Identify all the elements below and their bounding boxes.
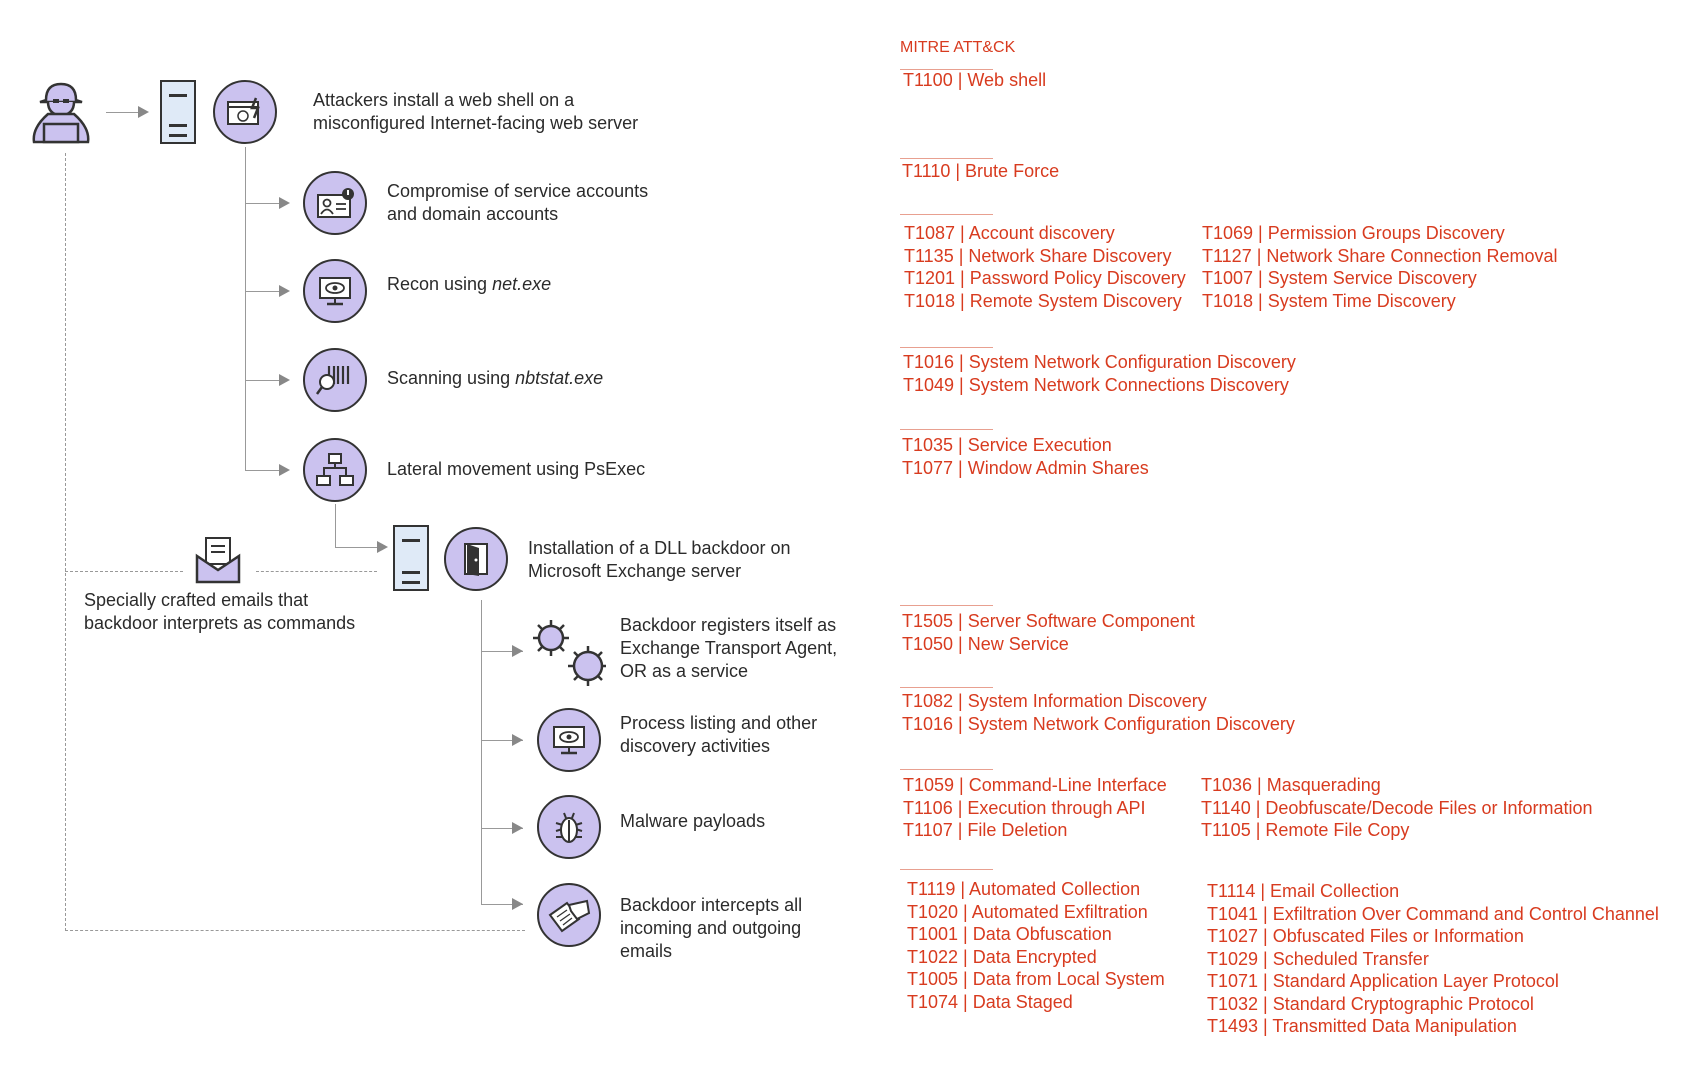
mitre-group-execution-right: T1036 | Masquerading T1140 | Deobfuscate/… — [1201, 775, 1593, 840]
step-lateral: Lateral movement using PsExec — [387, 459, 646, 479]
mitre-group-web-shell: T1100 | Web shell — [903, 70, 1047, 90]
step-compromise: Compromise of service accounts and domain… — [387, 181, 649, 224]
bug-icon — [537, 795, 601, 859]
mitre-group-collection-left: T1119 | Automated Collection T1020 | Auto… — [907, 879, 1165, 1012]
mitre-group-execution-left: T1059 | Command-Line Interface T1106 | Ex… — [903, 775, 1167, 840]
step-web-shell: Attackers install a web shell on a miscon… — [313, 90, 639, 133]
step-scanning: Scanning using nbtstat.exe — [387, 368, 604, 388]
step-registers: Backdoor registers itself as Exchange Tra… — [620, 615, 838, 681]
gears-icon — [533, 620, 606, 686]
mitre-group-discovery-left: T1087 | Account discovery T1135 | Network… — [904, 223, 1186, 311]
account-alert-icon — [303, 171, 367, 235]
server-icon — [393, 525, 429, 591]
hacker-icon — [32, 82, 90, 144]
mitre-group-discovery-right: T1069 | Permission Groups Discovery T1127… — [1202, 223, 1558, 311]
mitre-title: MITRE ATT&CK — [900, 39, 1016, 56]
step-crafted-emails: Specially crafted emails that backdoor in… — [84, 590, 356, 633]
step-dll-backdoor: Installation of a DLL backdoor on Microso… — [528, 538, 791, 581]
mitre-group-collection-right: T1114 | Email Collection T1041 | Exfiltra… — [1207, 881, 1659, 1036]
mitre-group-persistence: T1505 | Server Software Component T1050 |… — [902, 611, 1195, 654]
mitre-group-brute-force: T1110 | Brute Force — [902, 161, 1060, 181]
mitre-group-network-discovery: T1016 | System Network Configuration Dis… — [903, 352, 1296, 395]
mitre-group-lateral: T1035 | Service Execution T1077 | Window … — [902, 435, 1149, 478]
mitre-group-system-discovery: T1082 | System Information Discovery T101… — [902, 691, 1295, 734]
step-recon: Recon using net.exe — [387, 274, 552, 294]
monitor-eye-icon — [303, 259, 367, 323]
step-malware: Malware payloads — [620, 811, 766, 831]
server-icon — [160, 80, 196, 144]
door-icon — [444, 527, 508, 591]
email-icon — [195, 537, 241, 584]
web-shell-icon — [213, 80, 277, 144]
step-process-listing: Process listing and other discovery activ… — [620, 713, 818, 756]
hand-letter-icon — [537, 883, 601, 947]
step-intercepts: Backdoor intercepts all incoming and outg… — [620, 895, 803, 961]
network-icon — [303, 438, 367, 502]
barcode-search-icon — [303, 348, 367, 412]
monitor-eye-icon — [537, 708, 601, 772]
